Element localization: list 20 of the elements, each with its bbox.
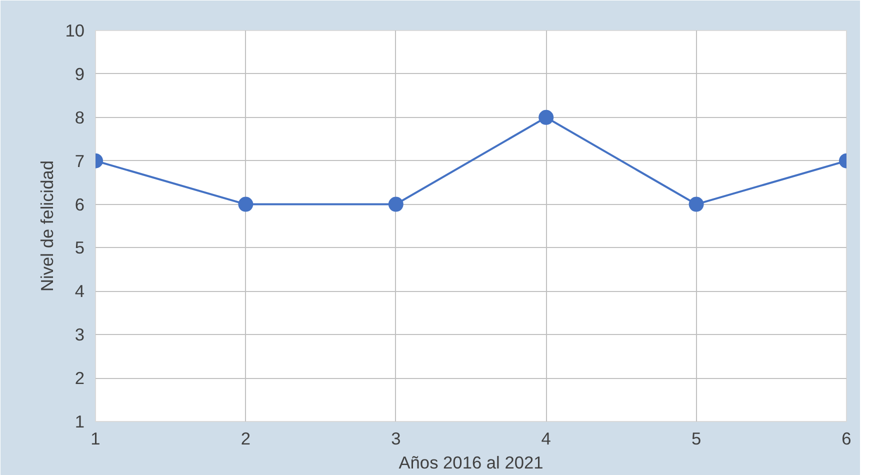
x-axis-title: Años 2016 al 2021 (398, 452, 544, 472)
y-tick-label: 7 (74, 150, 85, 171)
x-tick-label: 4 (541, 428, 552, 448)
y-axis-title: Nivel de felicidad (37, 160, 58, 292)
y-tick-label: 2 (74, 368, 85, 388)
y-tick-label: 8 (74, 107, 85, 128)
y-tick-label: 9 (74, 64, 85, 84)
y-tick-label: 6 (74, 194, 85, 214)
y-tick-label: 4 (74, 281, 85, 302)
x-tick-label: 5 (691, 428, 702, 448)
y-tick-label: 3 (74, 324, 85, 345)
y-tick-label: 10 (65, 20, 85, 40)
x-tick-label: 3 (391, 428, 401, 448)
x-tick-label: 6 (842, 428, 852, 448)
point (388, 196, 404, 212)
x-tick-label: 1 (90, 428, 100, 448)
y-tick-label: 1 (74, 412, 85, 432)
x-tick-label: 2 (240, 428, 251, 448)
point (538, 110, 554, 125)
y-tick-label: 5 (74, 238, 85, 258)
